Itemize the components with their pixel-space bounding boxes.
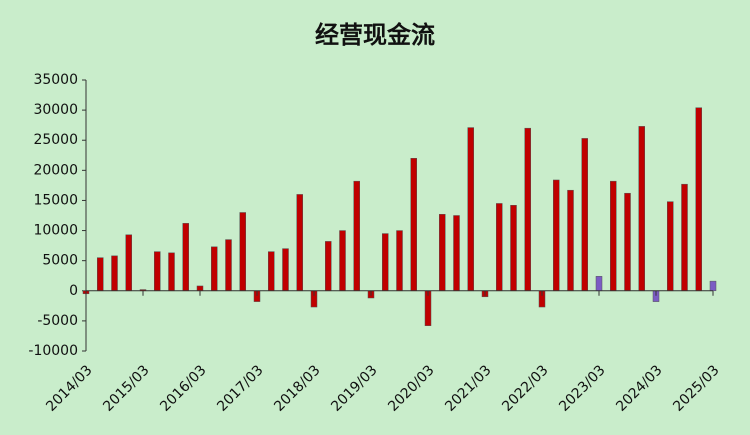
bar [439,214,446,292]
bar [524,127,531,292]
bar [125,234,132,292]
bar [624,192,631,292]
y-tick-label: 20000 [33,162,78,178]
bar [268,251,275,292]
bar [667,201,674,292]
x-tick-label: 2015/03 [100,362,152,414]
bar [467,127,474,292]
bar [595,276,603,292]
bar [111,255,118,292]
bar [496,203,503,292]
bar [282,248,289,292]
bar [382,233,389,292]
chart-title: 经营现金流 [315,21,435,49]
bar [97,257,104,292]
y-tick-label: 5000 [42,253,78,269]
bar [424,290,432,326]
bar [410,158,417,292]
y-tick-label: 10000 [33,223,78,239]
y-tick-label: 30000 [33,102,78,118]
y-tick-label: 15000 [33,192,78,208]
x-tick-label: 2023/03 [556,362,608,414]
x-tick-label: 2020/03 [385,362,437,414]
bar [325,241,332,292]
bar [396,230,403,292]
bar [453,215,460,292]
x-tick-label: 2021/03 [442,362,494,414]
bar [638,126,645,292]
bar [168,252,175,292]
bar [581,138,588,292]
x-tick-label: 2022/03 [499,362,551,414]
y-tick-label: 25000 [33,132,78,148]
bar [225,239,232,292]
bar [339,230,346,292]
y-tick-label: 35000 [33,72,78,88]
x-tick-label: 2024/03 [613,362,665,414]
bar [182,223,189,292]
bar [510,205,517,292]
bar [709,280,717,292]
bar [296,194,303,292]
bar [239,212,246,292]
x-tick-label: 2017/03 [214,362,266,414]
y-tick-label: -10000 [28,343,78,359]
x-tick-label: 2016/03 [157,362,209,414]
bar [196,285,204,292]
bar [567,189,574,292]
x-tick-label: 2014/03 [43,362,95,414]
y-tick-label: -5000 [37,313,78,329]
bar [610,180,617,292]
x-tick-label: 2025/03 [670,362,722,414]
bar [553,179,560,292]
bar [211,246,218,292]
bar [154,251,161,292]
bar [353,180,360,292]
bar [681,183,688,292]
x-tick-label: 2019/03 [328,362,380,414]
y-tick-label: 0 [69,283,78,299]
bar [695,107,702,292]
x-tick-label: 2018/03 [271,362,323,414]
